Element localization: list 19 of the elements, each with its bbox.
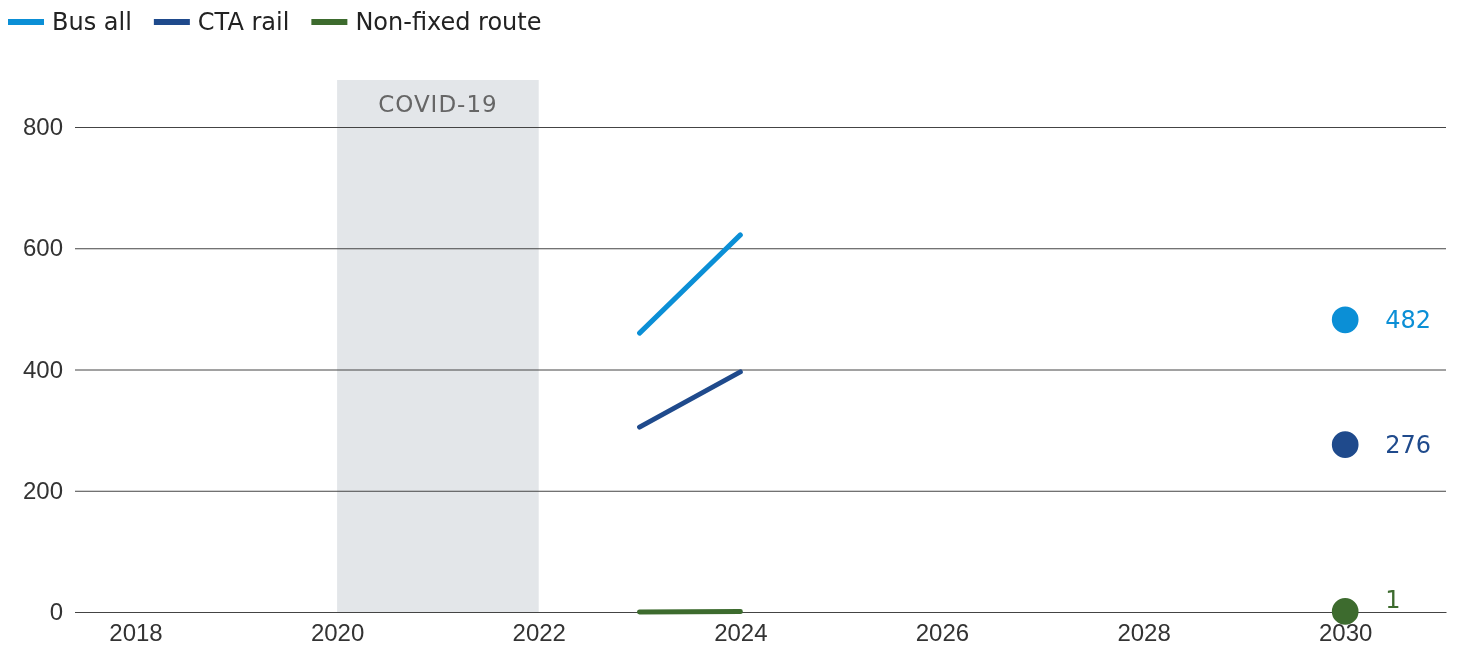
x-tick-label: 2024 [714, 619, 768, 647]
x-tick-label: 2020 [310, 619, 365, 647]
y-tick-label: 200 [22, 476, 63, 504]
y-tick-label: 600 [22, 234, 63, 262]
legend-label: Non-fixed route [355, 8, 542, 37]
y-tick-label: 0 [49, 598, 63, 626]
x-tick-label: 2026 [915, 619, 970, 647]
data-label: 276 [1385, 431, 1431, 460]
data-label: 482 [1385, 306, 1431, 335]
x-tick-label: 2018 [109, 619, 163, 647]
x-tick-label: 2028 [1117, 619, 1171, 647]
band-label: COVID-19 [378, 91, 498, 117]
legend-label: CTA rail [197, 8, 290, 37]
x-tick-label: 2022 [512, 619, 566, 647]
legend-label: Bus all [52, 8, 132, 37]
y-tick-label: 800 [22, 113, 63, 141]
x-tick-label: 2030 [1319, 619, 1373, 647]
data-label: 1 [1385, 585, 1401, 614]
y-tick-label: 400 [22, 355, 63, 383]
